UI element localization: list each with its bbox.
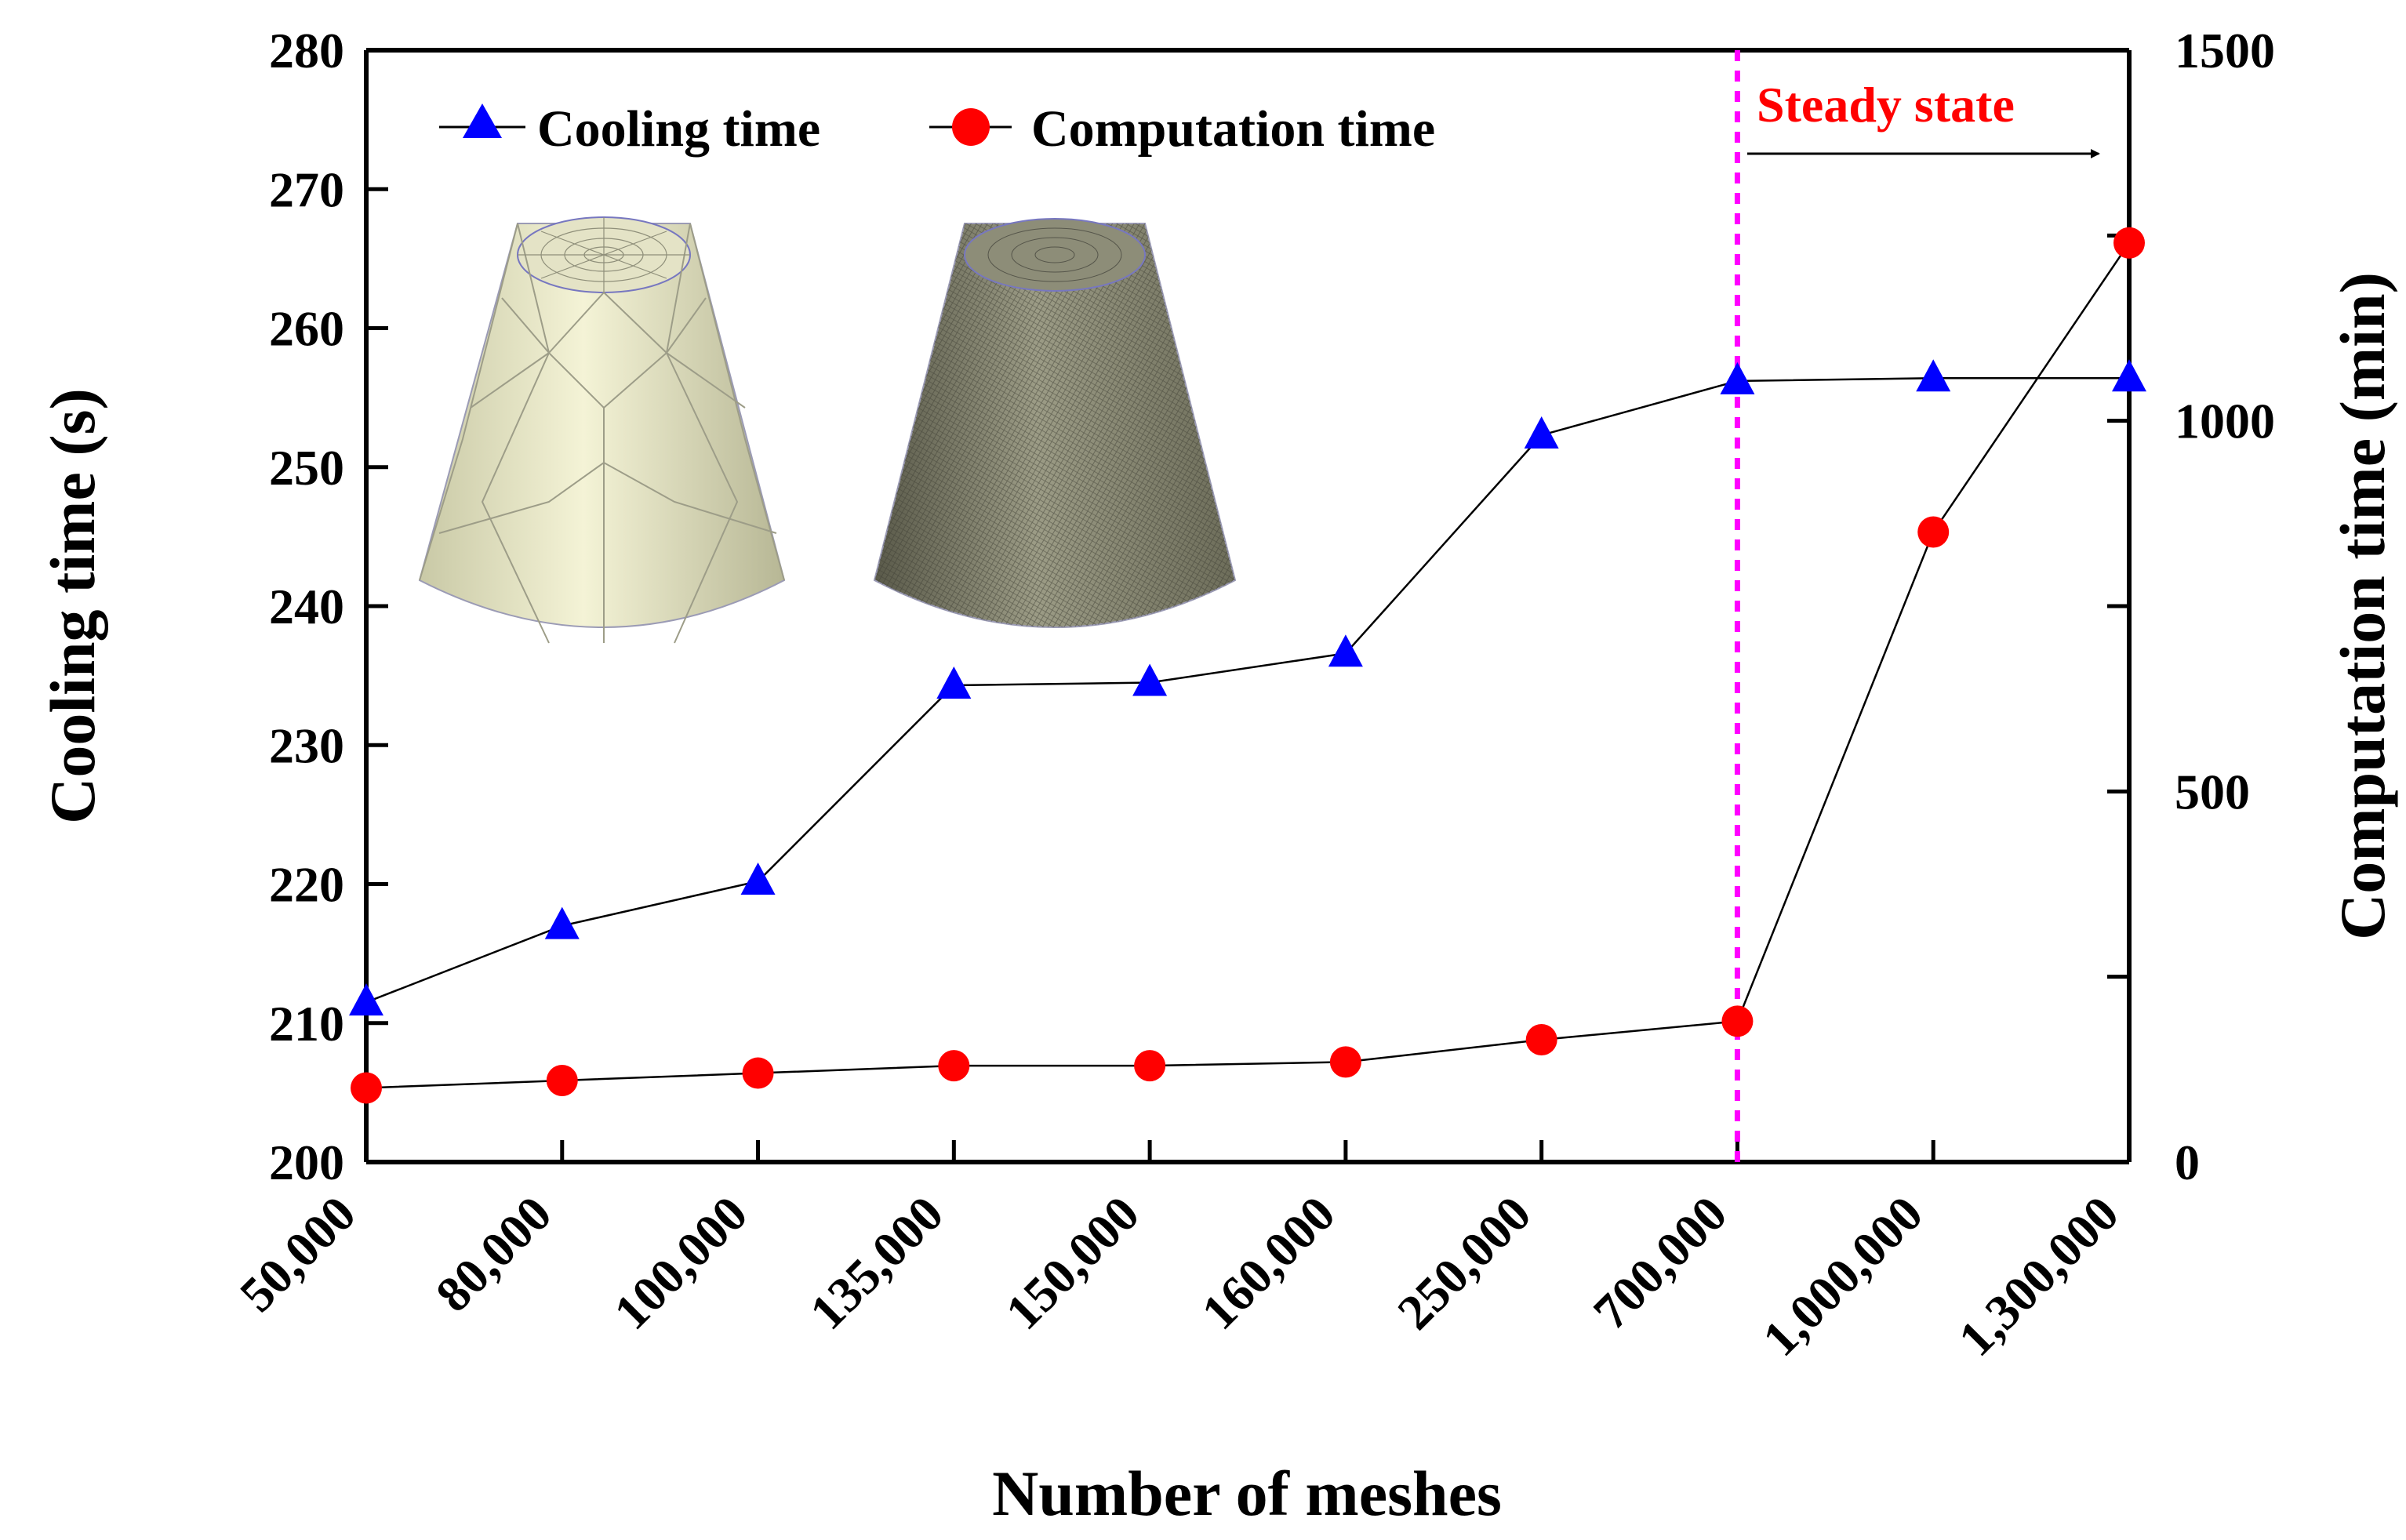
left-y-tick-label: 250	[269, 440, 344, 496]
right-y-tick-label: 500	[2175, 764, 2250, 819]
computation-time-point	[546, 1065, 578, 1097]
fine-mesh-cone-image	[873, 218, 1237, 628]
legend-label-cooling-time: Cooling time	[537, 100, 820, 158]
x-axis-title: Number of meshes	[992, 1458, 1502, 1529]
computation-time-point	[351, 1072, 382, 1104]
left-y-tick-label: 210	[269, 996, 344, 1051]
computation-time-point	[1721, 1005, 1754, 1037]
cooling-time-point	[1524, 416, 1559, 449]
left-y-tick-label: 220	[269, 857, 344, 913]
computation-time-point	[938, 1050, 970, 1082]
x-tick-label: 150,000	[995, 1186, 1150, 1340]
x-tick-label: 100,000	[603, 1186, 758, 1340]
cooling-time-point	[1720, 361, 1755, 394]
computation-time-point	[1917, 516, 1950, 548]
legend-label-computation-time: Computation time	[1031, 100, 1435, 158]
left-y-axis-title: Cooling time (s)	[37, 388, 108, 824]
computation-time-point	[1525, 1024, 1557, 1056]
series-layer	[349, 227, 2146, 1104]
steady-state-annotation: Steady state	[1734, 50, 2100, 1162]
x-tick-label: 1,300,000	[1948, 1186, 2129, 1367]
inset-mesh-illustrations	[418, 216, 1237, 644]
coarse-mesh-cone-image	[418, 216, 786, 644]
right-y-ticks: 0 500 1000 1500	[2107, 23, 2275, 1190]
left-y-tick-label: 270	[269, 162, 344, 217]
x-tick-label: 160,000	[1191, 1186, 1346, 1340]
legend-triangle-marker	[463, 104, 502, 138]
right-y-tick-label: 0	[2175, 1135, 2200, 1190]
x-tick-label: 700,000	[1583, 1186, 1737, 1340]
left-y-tick-label: 200	[269, 1135, 344, 1190]
x-tick-label: 80,000	[425, 1186, 562, 1323]
left-y-tick-label: 230	[269, 717, 344, 773]
cooling-time-point	[349, 983, 383, 1016]
cooling-time-point	[936, 666, 972, 699]
series-line-cooling-time	[365, 377, 2129, 1004]
cooling-time-point	[544, 906, 580, 939]
cooling-time-point	[1132, 663, 1168, 696]
computation-time-point	[742, 1057, 774, 1089]
steady-state-label: Steady state	[1757, 77, 2015, 133]
left-y-tick-label: 240	[269, 579, 344, 634]
legend-item-computation-time: Computation time	[929, 100, 1435, 158]
cooling-time-point	[1328, 634, 1363, 667]
right-y-axis-title: Computation time (min)	[2327, 272, 2398, 940]
x-tick-label: 135,000	[799, 1186, 954, 1340]
x-tick-label: 50,000	[229, 1186, 366, 1323]
left-y-tick-label: 260	[269, 301, 344, 357]
legend: Cooling time Computation time	[439, 100, 1435, 158]
legend-item-cooling-time: Cooling time	[439, 100, 820, 158]
x-tick-label: 250,000	[1387, 1186, 1541, 1340]
cooling-time-point	[1916, 359, 1951, 392]
legend-circle-marker	[952, 108, 990, 146]
cooling-time-point	[2112, 359, 2146, 392]
series-line-computation-time	[365, 242, 2131, 1089]
right-y-tick-label: 1000	[2175, 394, 2275, 449]
computation-time-point	[1329, 1046, 1361, 1078]
x-tick-label: 1,000,000	[1752, 1186, 1933, 1367]
computation-time-point	[1134, 1050, 1166, 1082]
left-y-tick-label: 280	[269, 23, 344, 78]
right-y-tick-label: 1500	[2175, 23, 2275, 78]
computation-time-point	[2113, 227, 2145, 259]
x-ticks: 50,000 80,000 100,000 135,000 150,000 160,000…	[229, 1140, 2132, 1367]
left-y-ticks: 200 210 220 230 240 250 260 270 280	[269, 23, 388, 1190]
cooling-time-point	[740, 862, 776, 895]
